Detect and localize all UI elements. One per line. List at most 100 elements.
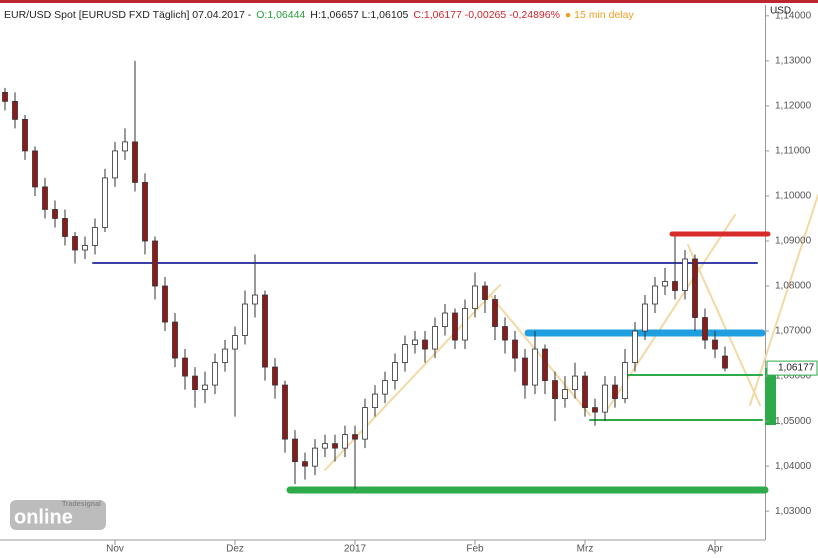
candle-body bbox=[722, 355, 728, 369]
y-tick-label: 1,09000 bbox=[775, 236, 812, 247]
trend-line bbox=[749, 194, 818, 406]
candle-body bbox=[132, 141, 138, 183]
logo-main: online bbox=[14, 506, 73, 528]
candle-body bbox=[202, 384, 208, 390]
candle-body bbox=[642, 303, 648, 332]
candle-body bbox=[562, 389, 568, 399]
header-change: C:1,06177 -0,00265 -0,24896% bbox=[413, 9, 560, 21]
candle-body bbox=[32, 150, 38, 188]
candle-body bbox=[502, 326, 508, 341]
candle-body bbox=[292, 438, 298, 463]
candle-body bbox=[452, 312, 458, 341]
candle-body bbox=[212, 362, 218, 386]
candle-body bbox=[382, 380, 388, 395]
candle-body bbox=[362, 407, 368, 440]
candle-body bbox=[272, 366, 278, 386]
candle-body bbox=[592, 407, 598, 413]
last-price-label: 1,06177 bbox=[778, 363, 815, 374]
plot-area bbox=[0, 5, 766, 541]
candle-body bbox=[402, 344, 408, 363]
drawings bbox=[92, 194, 818, 494]
x-tick-label: Apr bbox=[707, 544, 723, 555]
candle-body bbox=[232, 335, 238, 350]
candle-body bbox=[82, 245, 88, 251]
candle-body bbox=[442, 312, 448, 327]
trend-line bbox=[324, 284, 501, 471]
candle-body bbox=[252, 294, 258, 305]
candle-body bbox=[532, 348, 538, 386]
y-tick-label: 1,14000 bbox=[775, 10, 812, 21]
candle-body bbox=[62, 218, 68, 237]
y-tick-label: 1,05000 bbox=[775, 416, 812, 427]
x-tick-label: 2017 bbox=[344, 544, 367, 555]
x-tick-label: Feb bbox=[466, 544, 484, 555]
candle-body bbox=[652, 285, 658, 305]
candle-body bbox=[102, 177, 108, 228]
candle-body bbox=[322, 443, 328, 449]
x-tick-label: Mrz bbox=[577, 544, 594, 555]
candle-body bbox=[582, 375, 588, 409]
candle-body bbox=[622, 362, 628, 399]
y-tick-label: 1,04000 bbox=[775, 461, 812, 472]
candle-body bbox=[222, 348, 228, 363]
candle-body bbox=[552, 380, 558, 399]
candle-body bbox=[302, 461, 308, 467]
candle-body bbox=[612, 384, 618, 399]
candle-body bbox=[702, 317, 708, 341]
header-high-low: H:1,06657 L:1,06105 bbox=[310, 9, 408, 21]
range-bar bbox=[765, 368, 776, 425]
candle-body bbox=[632, 330, 638, 363]
candle-body bbox=[152, 240, 158, 287]
candle-body bbox=[142, 182, 148, 242]
candle-body bbox=[512, 339, 518, 359]
candle-body bbox=[12, 100, 18, 120]
candle-body bbox=[72, 236, 78, 251]
candle-body bbox=[572, 375, 578, 390]
y-tick-label: 1,03000 bbox=[775, 506, 812, 517]
y-tick-label: 1,07000 bbox=[775, 326, 812, 337]
candle-body bbox=[2, 91, 8, 102]
candle-body bbox=[482, 285, 488, 300]
y-tick-label: 1,10000 bbox=[775, 191, 812, 202]
y-tick-label: 1,12000 bbox=[775, 101, 812, 112]
y-unit: USD bbox=[770, 6, 791, 17]
candle-body bbox=[112, 150, 118, 179]
candle-body bbox=[52, 209, 58, 219]
trend-line bbox=[606, 214, 736, 411]
candle-body bbox=[672, 281, 678, 291]
candle-body bbox=[392, 362, 398, 381]
candle-body bbox=[172, 321, 178, 359]
candle-body bbox=[412, 339, 418, 345]
candle-body bbox=[492, 299, 498, 327]
candle-body bbox=[342, 434, 348, 449]
logo: Tradesignal online bbox=[10, 500, 106, 530]
x-tick-label: Nov bbox=[106, 544, 124, 555]
logo-small: Tradesignal bbox=[62, 501, 101, 508]
candle-body bbox=[472, 285, 478, 309]
candle-body bbox=[42, 186, 48, 210]
y-tick-label: 1,08000 bbox=[775, 281, 812, 292]
candle-body bbox=[312, 447, 318, 467]
trend-line bbox=[489, 294, 591, 416]
candle-body bbox=[682, 258, 688, 291]
candle-body bbox=[122, 141, 128, 152]
candle-body bbox=[242, 303, 248, 336]
candle-body bbox=[372, 393, 378, 409]
logo-box bbox=[10, 500, 106, 530]
candle-body bbox=[22, 118, 28, 152]
y-tick-label: 1,13000 bbox=[775, 55, 812, 66]
candle-body bbox=[662, 281, 668, 287]
candle-body bbox=[192, 375, 198, 390]
candle-body bbox=[542, 348, 548, 381]
candle-body bbox=[432, 326, 438, 350]
candle-body bbox=[712, 339, 718, 350]
y-tick-label: 1,06000 bbox=[775, 371, 812, 382]
header-instrument: EUR/USD Spot [EURUSD FXD Täglich] 07.04.… bbox=[4, 9, 252, 21]
candle-body bbox=[262, 294, 268, 368]
header-open: O:1,06444 bbox=[256, 9, 305, 21]
candle-body bbox=[162, 285, 168, 323]
candle-body bbox=[282, 384, 288, 440]
candle-body bbox=[462, 308, 468, 341]
candle-body bbox=[332, 443, 338, 449]
